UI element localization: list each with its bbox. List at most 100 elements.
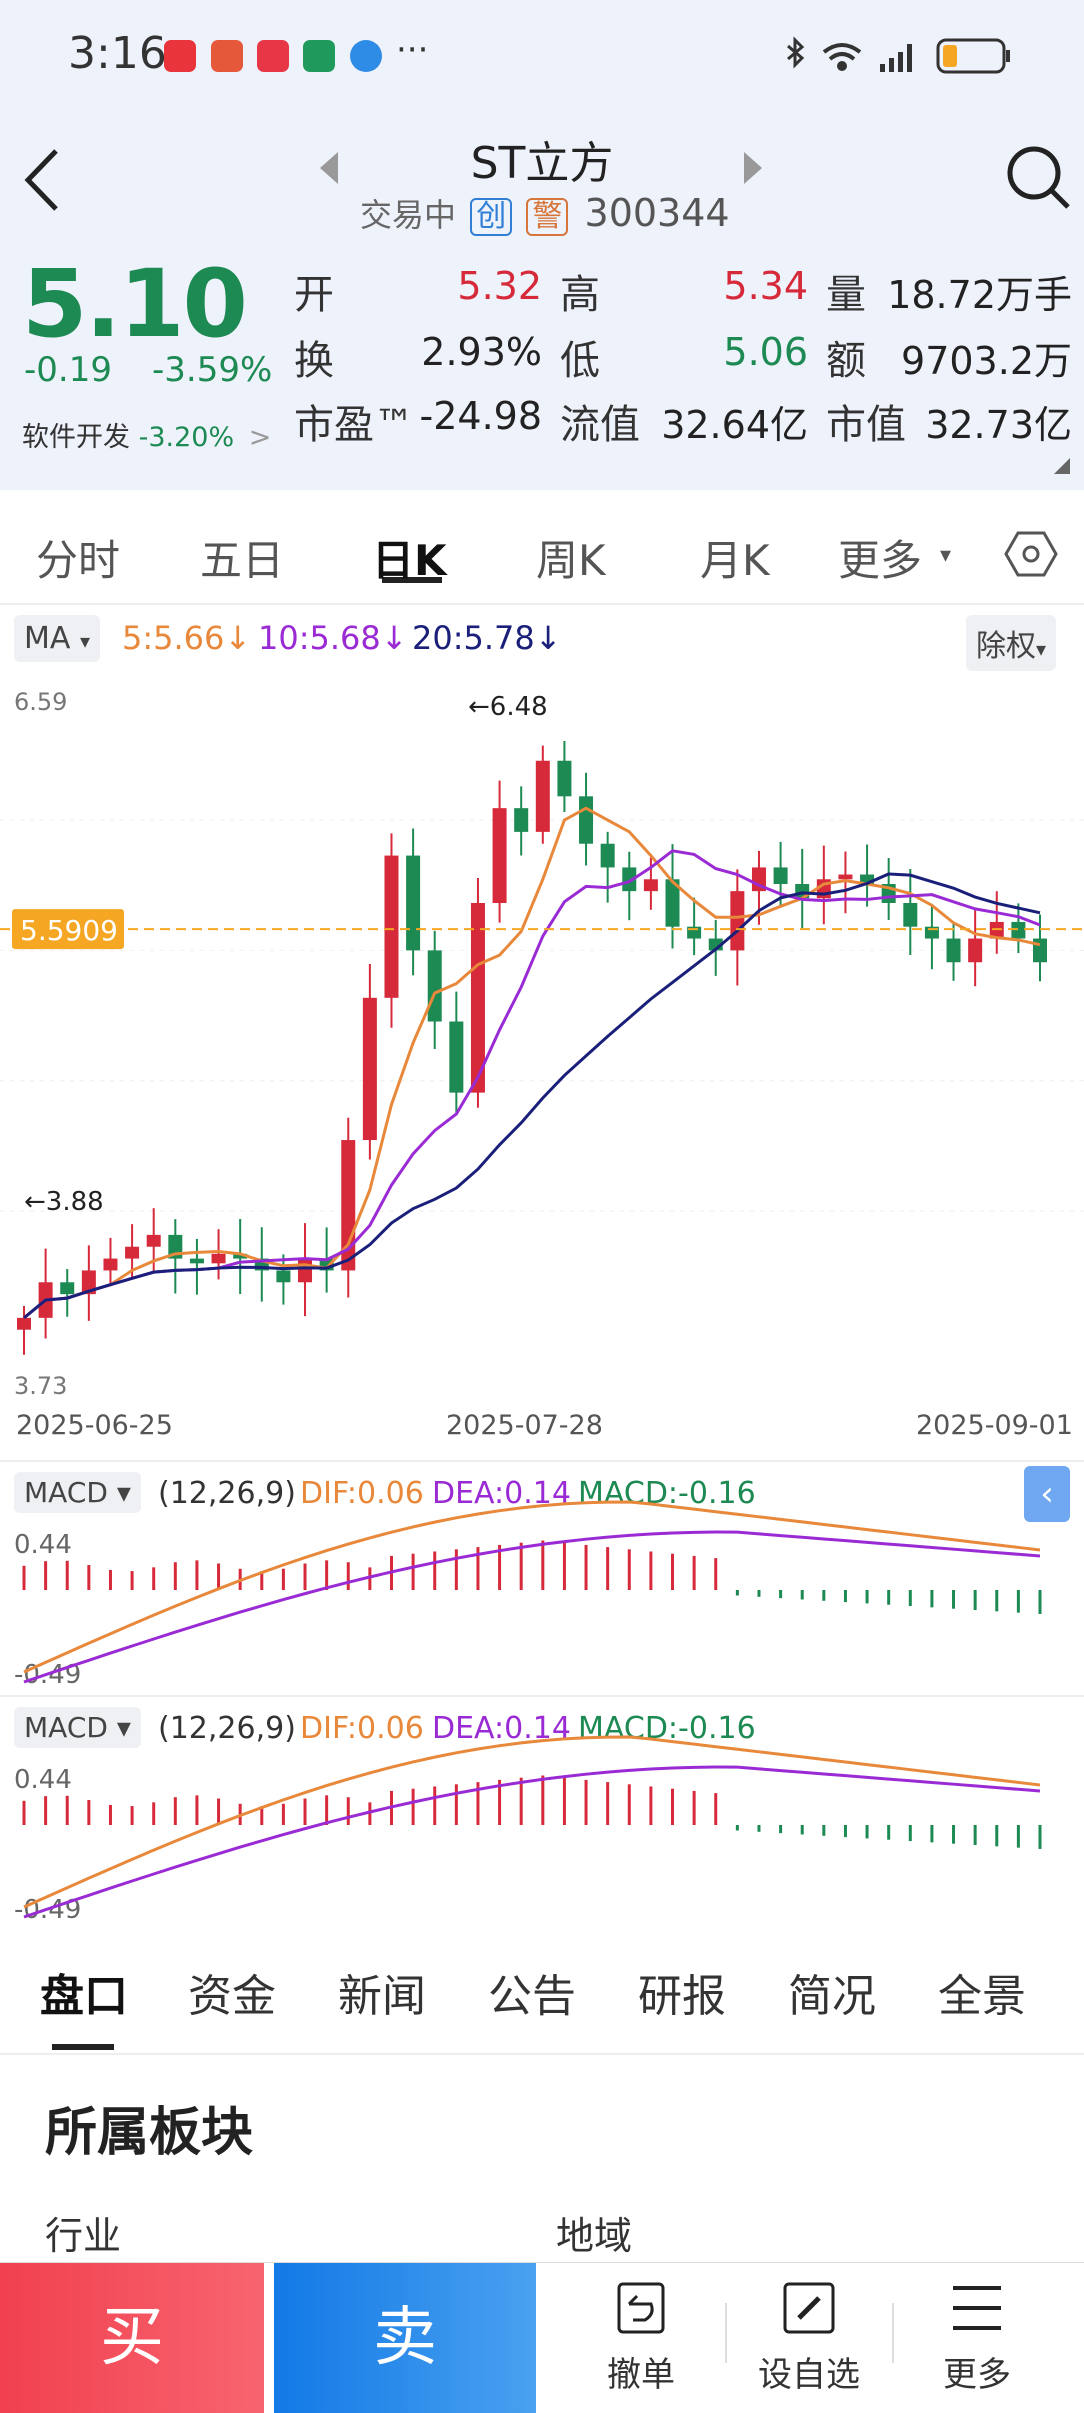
- cancel-order-button[interactable]: 撤单: [566, 2278, 716, 2396]
- tab-period-0[interactable]: 分时: [36, 536, 121, 585]
- candle-body: [276, 1270, 291, 1283]
- collapse-panel-button[interactable]: ‹: [1024, 1466, 1070, 1522]
- candle-body: [903, 902, 918, 927]
- ma20-line: [23, 872, 1041, 1320]
- buy-button[interactable]: 买: [0, 2263, 264, 2413]
- quote-label: 高: [560, 272, 600, 318]
- back-icon[interactable]: [20, 145, 64, 215]
- tab-period-5[interactable]: 更多: [838, 536, 923, 585]
- sector-label: 软件开发: [22, 422, 130, 453]
- candle-body: [730, 891, 745, 951]
- tab-info-4[interactable]: 研报: [638, 1971, 726, 2022]
- quote-label: 额: [826, 338, 866, 384]
- current-price-tag: [12, 909, 124, 950]
- tab-period-3[interactable]: 周K: [536, 536, 606, 585]
- more-caret-icon: ▾: [940, 543, 952, 568]
- candle-body: [211, 1253, 226, 1264]
- info-tabs: 盘口 资金 新闻 公告 研报 简况 全景: [0, 1940, 1084, 2055]
- candle-body: [17, 1317, 31, 1330]
- candle-body: [1011, 921, 1026, 939]
- candle-body: [989, 921, 1004, 939]
- cancel-order-label: 撤单: [607, 2355, 675, 2395]
- kline-chart[interactable]: 6.59 3.73 5.5909 ←6.48 ←3.88 2025-06-25 2025-0…: [0, 680, 1084, 1460]
- sell-button[interactable]: 卖: [274, 2263, 536, 2413]
- chart-settings-icon[interactable]: [1004, 527, 1058, 581]
- candle-body: [470, 902, 485, 1093]
- menu-icon: [953, 2286, 1001, 2330]
- wifi-icon: [822, 43, 862, 71]
- tab-period-1[interactable]: 五日: [200, 536, 285, 585]
- ma20-text: 20:5.78: [412, 619, 535, 657]
- candle-body: [233, 1253, 248, 1259]
- price-axis-low: 3.73: [14, 1372, 67, 1400]
- date-label: 2025-06-25: [16, 1410, 173, 1441]
- huawei-app-icon: [164, 40, 196, 72]
- adjust-selector[interactable]: 除权▾: [966, 615, 1057, 671]
- status-bar: 3:16 ···: [0, 0, 1084, 115]
- candle-body: [384, 855, 399, 998]
- tab-info-6[interactable]: 全景: [938, 1971, 1026, 2022]
- quote-label: 市盈™: [294, 402, 414, 448]
- candle-body: [708, 938, 723, 951]
- candle-body: [643, 879, 658, 892]
- price-change: -0.19: [24, 350, 112, 390]
- candle-body: [146, 1234, 161, 1247]
- quote-label: 低: [560, 338, 600, 384]
- trade-bar: 买 卖 撤单 设自选 更多: [0, 2262, 1084, 2413]
- candle-body: [924, 926, 939, 939]
- ma5-text: 5:5.66: [122, 619, 225, 657]
- tab-info-2[interactable]: 新闻: [338, 1971, 426, 2022]
- ma10-text: 10:5.68: [258, 619, 381, 657]
- macd-panel-1[interactable]: MACD ▾ (12,26,9) DIF:0.06 DEA:0.14 MACD:-0.1…: [0, 1460, 1084, 1695]
- sector-link[interactable]: 软件开发 -3.20% >: [22, 415, 271, 454]
- kline-chart-area[interactable]: 6.59 3.73 5.5909 ←6.48 ←3.88 2025-06-25 2025-0…: [0, 680, 1084, 1460]
- candle-body: [622, 867, 637, 892]
- divider: [892, 2303, 894, 2363]
- price-change-pct: -3.59%: [152, 350, 273, 390]
- tab-info-3[interactable]: 公告: [488, 1971, 576, 2022]
- quote-value: 32.73亿: [925, 403, 1072, 447]
- tab-info-5[interactable]: 简况: [788, 1971, 876, 2022]
- max-marker-text: ←6.48: [468, 692, 548, 722]
- expand-corner-icon[interactable]: [1052, 456, 1072, 476]
- cancel-order-icon: [617, 2282, 665, 2334]
- macd-selector[interactable]: MACD ▾: [14, 1707, 141, 1748]
- candle-body: [514, 808, 529, 832]
- quote-value: 5.34: [723, 264, 808, 308]
- next-stock-icon[interactable]: [742, 150, 764, 186]
- candle-body: [60, 1282, 75, 1295]
- candle-body: [838, 874, 853, 880]
- candle-body: [492, 808, 507, 903]
- tab-info-1[interactable]: 资金: [188, 1971, 276, 2022]
- battery-icon: [936, 38, 1010, 74]
- quote-label: 市值: [826, 402, 906, 448]
- ma-selector[interactable]: MA ▾: [14, 615, 100, 662]
- ma5-value: 5:5.66↓: [122, 619, 252, 657]
- post-app-icon: [303, 40, 335, 72]
- stock-code: 300344: [584, 191, 730, 235]
- quote-label: 开: [294, 272, 334, 318]
- tab-period-2[interactable]: 日K: [372, 536, 447, 585]
- macd-selector[interactable]: MACD ▾: [14, 1472, 141, 1513]
- macd-dif: DIF:0.06: [300, 1476, 424, 1511]
- ma-legend: MA ▾ 5:5.66↓ 10:5.68↓ 20:5.78↓ 除权▾: [0, 605, 1084, 680]
- prev-stock-icon[interactable]: [318, 150, 340, 186]
- stock-name[interactable]: ST立方: [470, 138, 614, 189]
- active-tab-indicator: [382, 577, 442, 583]
- quote-label: 换: [294, 338, 334, 384]
- more-label: 更多: [943, 2355, 1011, 2395]
- tab-info-0[interactable]: 盘口: [40, 1971, 128, 2022]
- add-watchlist-button[interactable]: 设自选: [734, 2278, 884, 2396]
- current-price-tag-text: 5.5909: [20, 914, 118, 947]
- stock-header: [0, 115, 1084, 245]
- signal-icon: [880, 44, 912, 72]
- tab-period-4[interactable]: 月K: [700, 536, 770, 585]
- search-icon[interactable]: [1006, 145, 1072, 215]
- candle-body: [189, 1258, 204, 1264]
- active-tab-indicator: [52, 2044, 114, 2050]
- macd-panel-2[interactable]: MACD ▾ (12,26,9) DIF:0.06 DEA:0.14 MACD:-0.1…: [0, 1695, 1084, 1930]
- price-axis-high: 6.59: [14, 688, 67, 716]
- dea-line: [23, 1530, 1041, 1684]
- more-button[interactable]: 更多: [902, 2278, 1052, 2396]
- dif-line: [23, 1735, 1041, 1909]
